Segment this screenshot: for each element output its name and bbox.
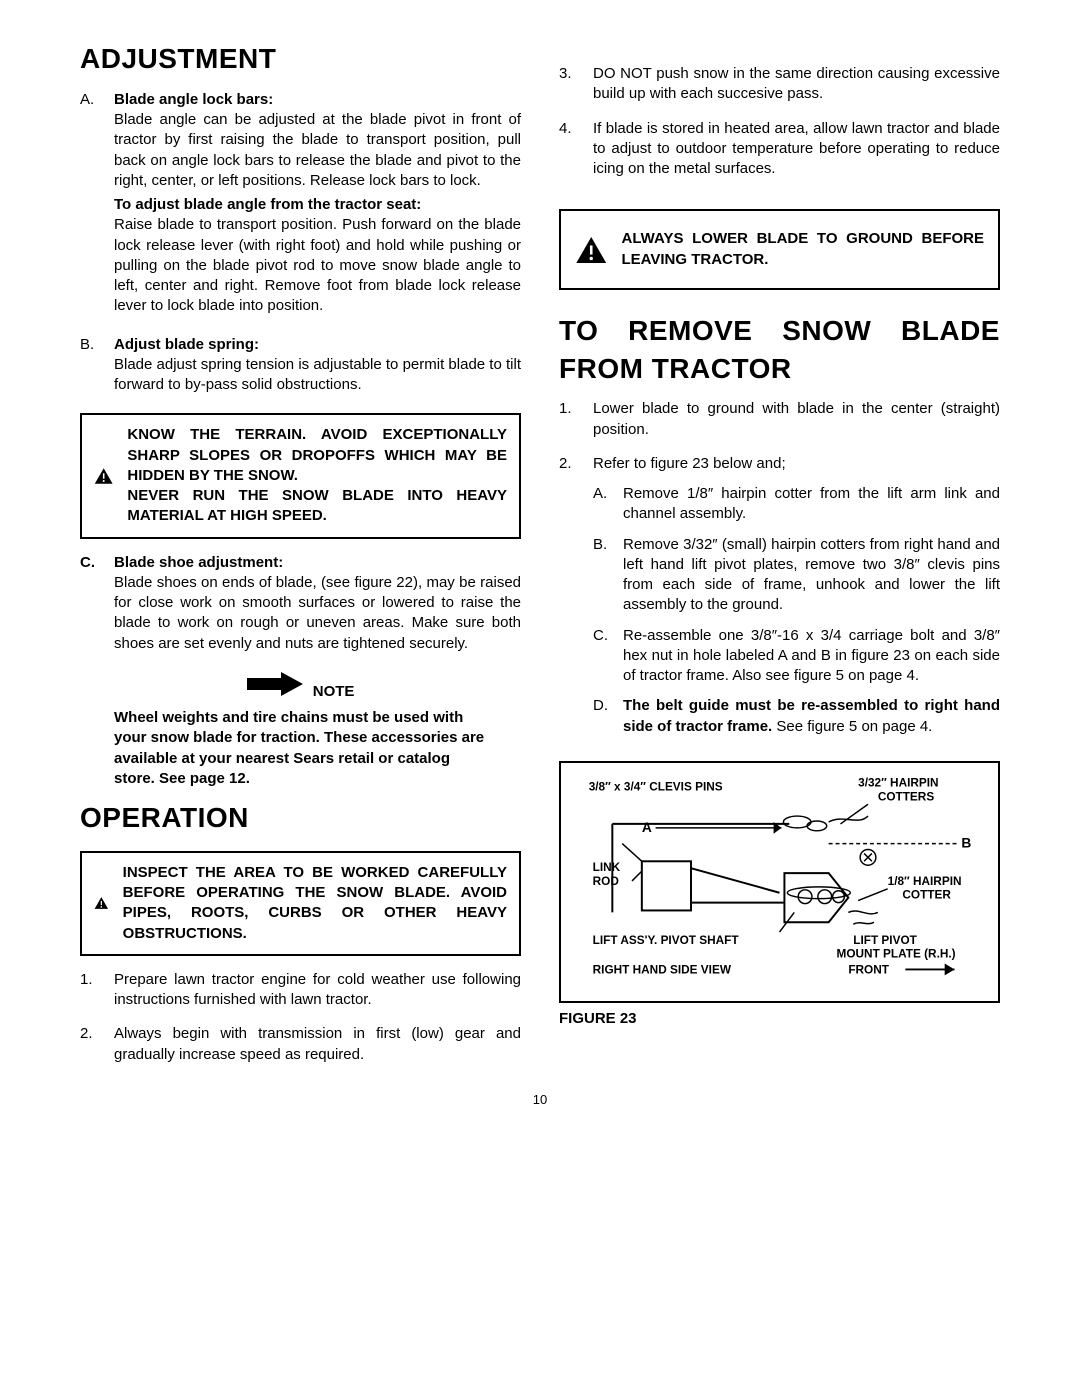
sub-d-letter: D.: [593, 696, 623, 737]
item-a: A. Blade angle lock bars: Blade angle ca…: [80, 90, 521, 321]
rm1-num: 1.: [559, 399, 593, 440]
fig-rhs-label: RIGHT HAND SIDE VIEW: [593, 962, 732, 976]
letter-c: C.: [80, 553, 114, 658]
op3-num: 3.: [559, 64, 593, 105]
op-item-4: 4. If blade is stored in heated area, al…: [559, 119, 1000, 180]
sub-b-text: Remove 3/32″ (small) hairpin cotters fro…: [623, 535, 1000, 616]
note-text: Wheel weights and tire chains must be us…: [114, 708, 487, 789]
c-p1: Blade shoes on ends of blade, (see figur…: [114, 573, 521, 654]
c-title: Blade shoe adjustment:: [114, 553, 521, 573]
fig-hairpin18-label-2: COTTER: [902, 887, 951, 901]
b-title: Adjust blade spring:: [114, 335, 521, 355]
fig-clevis-label: 3/8″ x 3/4″ CLEVIS PINS: [589, 779, 723, 793]
a-title: Blade angle lock bars:: [114, 90, 521, 110]
a-p2: Raise blade to transport position. Push …: [114, 215, 521, 316]
rm2-text: Refer to figure 23 below and;: [593, 454, 1000, 474]
rm1-text: Lower blade to ground with blade in the …: [593, 399, 1000, 440]
left-column: ADJUSTMENT A. Blade angle lock bars: Bla…: [80, 40, 521, 1079]
op-item-2: 2. Always begin with transmission in fir…: [80, 1024, 521, 1065]
op3-text: DO NOT push snow in the same direction c…: [593, 64, 1000, 105]
fig-a-label: A: [642, 820, 652, 835]
fig-hairpin332-label-2: COTTERS: [878, 789, 934, 803]
op2-num: 2.: [80, 1024, 114, 1065]
page-number: 10: [80, 1091, 1000, 1109]
op4-text: If blade is stored in heated area, allow…: [593, 119, 1000, 180]
warning-inspect-text: INSPECT THE AREA TO BE WORKED CAREFULLY …: [123, 863, 507, 944]
fig-linkrod-label-1: LINK: [593, 860, 621, 874]
figure-23-box: 3/8″ x 3/4″ CLEVIS PINS 3/32″ HAIRPIN CO…: [559, 761, 1000, 1004]
item-c: C. Blade shoe adjustment: Blade shoes on…: [80, 553, 521, 658]
item-b: B. Adjust blade spring: Blade adjust spr…: [80, 335, 521, 400]
sub-a-text: Remove 1/8″ hairpin cotter from the lift…: [623, 484, 1000, 525]
figure-23-diagram: 3/8″ x 3/4″ CLEVIS PINS 3/32″ HAIRPIN CO…: [573, 773, 986, 983]
warning-triangle-icon: [94, 883, 109, 923]
a-subtitle: To adjust blade angle from the tractor s…: [114, 195, 521, 215]
sub-c-letter: C.: [593, 626, 623, 687]
warning-terrain: KNOW THE TERRAIN. AVOID EXCEPTIONALLY SH…: [80, 413, 521, 538]
note-block: NOTE Wheel weights and tire chains must …: [114, 672, 487, 789]
fig-liftpivot-label-2: MOUNT PLATE (R.H.): [837, 946, 956, 960]
fig-liftassy-label: LIFT ASS'Y. PIVOT SHAFT: [593, 933, 740, 947]
warning-triangle-icon: [94, 456, 113, 496]
warning-inspect: INSPECT THE AREA TO BE WORKED CAREFULLY …: [80, 851, 521, 956]
rm-item-1: 1. Lower blade to ground with blade in t…: [559, 399, 1000, 440]
note-label: NOTE: [313, 683, 355, 700]
heading-adjustment: ADJUSTMENT: [80, 40, 521, 78]
op2-text: Always begin with transmission in first …: [114, 1024, 521, 1065]
note-arrow-icon: [247, 672, 303, 696]
sub-c-text: Re-assemble one 3/8″-16 x 3/4 carriage b…: [623, 626, 1000, 687]
op-item-3: 3. DO NOT push snow in the same directio…: [559, 64, 1000, 105]
heading-remove: TO REMOVE SNOW BLADE FROM TRACTOR: [559, 312, 1000, 388]
letter-a: A.: [80, 90, 114, 321]
a-p1: Blade angle can be adjusted at the blade…: [114, 110, 521, 191]
figure-23-caption: FIGURE 23: [559, 1009, 1000, 1029]
op4-num: 4.: [559, 119, 593, 180]
sub-a: A. Remove 1/8″ hairpin cotter from the l…: [593, 484, 1000, 525]
warning-lower-text: ALWAYS LOWER BLADE TO GROUND BEFORE LEAV…: [621, 229, 984, 270]
right-column: 3. DO NOT push snow in the same directio…: [559, 40, 1000, 1079]
sub-c: C. Re-assemble one 3/8″-16 x 3/4 carriag…: [593, 626, 1000, 687]
heading-operation: OPERATION: [80, 799, 521, 837]
fig-hairpin332-label-1: 3/32″ HAIRPIN: [858, 775, 938, 789]
warning-lower-blade: ALWAYS LOWER BLADE TO GROUND BEFORE LEAV…: [559, 209, 1000, 290]
op-item-1: 1. Prepare lawn tractor engine for cold …: [80, 970, 521, 1011]
sub-d-rest: See figure 5 on page 4.: [772, 718, 932, 735]
fig-b-label: B: [961, 835, 971, 850]
sub-b: B. Remove 3/32″ (small) hairpin cotters …: [593, 535, 1000, 616]
sub-d: D. The belt guide must be re-assembled t…: [593, 696, 1000, 737]
fig-liftpivot-label-1: LIFT PIVOT: [853, 933, 917, 947]
fig-hairpin18-label-1: 1/8″ HAIRPIN: [888, 874, 962, 888]
op1-text: Prepare lawn tractor engine for cold wea…: [114, 970, 521, 1011]
letter-b: B.: [80, 335, 114, 400]
fig-linkrod-label-2: ROD: [593, 874, 620, 888]
rm-item-2: 2. Refer to figure 23 below and; A. Remo…: [559, 454, 1000, 747]
warning-terrain-text: KNOW THE TERRAIN. AVOID EXCEPTIONALLY SH…: [127, 425, 507, 526]
warning-triangle-icon: [575, 230, 607, 270]
op1-num: 1.: [80, 970, 114, 1011]
rm2-num: 2.: [559, 454, 593, 747]
sub-b-letter: B.: [593, 535, 623, 616]
fig-front-label: FRONT: [848, 962, 889, 976]
b-p1: Blade adjust spring tension is adjustabl…: [114, 355, 521, 396]
sub-a-letter: A.: [593, 484, 623, 525]
